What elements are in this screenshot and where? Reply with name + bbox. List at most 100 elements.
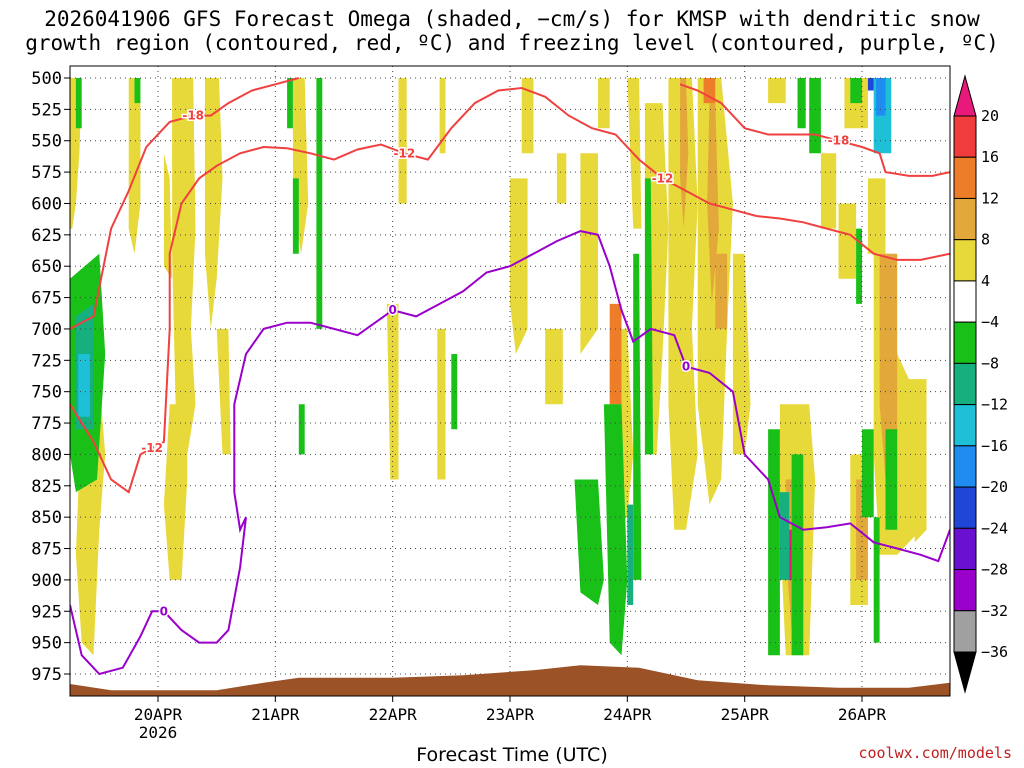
dgz-contour-label: -12 [652,171,674,185]
colorbar-label: 20 [981,107,999,125]
dgz-contours-layer: -18 -12 -12 -12 -18 [70,77,950,494]
omega-patch [873,517,880,643]
omega-patch [703,78,716,104]
omega-patch [627,504,634,605]
colorbar-label: −36 [981,643,1008,661]
x-tick-label: 24APR [603,705,652,724]
colorbar: 20 16 12 8 4 −4 −8 −12 −16 −20 −24 −28 −32 −36 [953,74,1008,694]
omega-patch [172,78,196,455]
x-axis-title: Forecast Time (UTC) [416,744,608,766]
colorbar-bin [953,610,977,653]
omega-patch [879,253,898,480]
omega-patch [732,253,751,455]
omega-patch [556,153,567,204]
dgz-contour-label: -18 [828,134,850,148]
omega-patch [292,178,299,254]
omega-patch [633,253,642,580]
omega-patch [644,178,654,455]
freezing-contour-label: 0 [682,360,690,374]
y-tick-label: 750 [31,383,62,403]
omega-patch [451,354,458,430]
omega-patch [838,203,857,279]
y-tick-label: 925 [31,602,62,622]
omega-patch [867,78,874,91]
colorbar-label: −4 [981,313,999,331]
colorbar-label: 8 [981,231,990,249]
colorbar-top-arrow [953,74,977,117]
omega-patch [850,78,862,104]
colorbar-label: 12 [981,189,999,207]
x-tick-label: 23APR [486,705,535,724]
y-tick-label: 950 [31,634,62,654]
plot-area: -18 -12 -12 -12 -18 0 0 0 [69,65,951,697]
omega-patch [797,78,806,129]
dgz-contour-label: -18 [182,109,204,123]
omega-patch [545,328,563,405]
colorbar-bin [953,197,977,241]
omega-patch [603,404,628,656]
omega-patch [580,153,598,354]
colorbar-label: −24 [981,519,1008,537]
y-tick-label: 575 [31,163,62,183]
y-tick-label: 825 [31,477,62,497]
colorbar-bin [953,321,977,364]
colorbar-label: −32 [981,602,1008,620]
colorbar-bin [953,156,977,199]
colorbar-bin [953,280,977,323]
colorbar-label: −20 [981,478,1008,496]
chart-title-line-2: growth region (contoured, red, ºC) and f… [25,31,999,55]
colorbar-bin [953,239,977,282]
omega-patch [791,454,804,656]
colorbar-label: −16 [981,437,1008,455]
omega-patch [134,78,141,104]
y-tick-label: 700 [31,320,62,340]
omega-patch [128,78,141,254]
colorbar-label: 4 [981,272,990,290]
y-tick-label: 875 [31,540,62,560]
credit-link[interactable]: coolwx.com/models [858,744,1012,762]
y-tick-label: 625 [31,226,62,246]
colorbar-bin [953,527,977,571]
omega-patch [316,78,323,329]
omega-patch [574,479,604,605]
y-tick-label: 900 [31,571,62,591]
omega-patch [75,78,82,129]
y-tick-label: 550 [31,132,62,152]
omega-patch [715,253,728,329]
x-tick-label: 25APR [721,705,770,724]
freezing-contour-line [70,230,950,676]
y-tick-label: 975 [31,665,62,685]
omega-patch [820,153,837,229]
omega-patch [439,78,446,154]
x-tick-sublabel: 2026 [139,723,178,742]
omega-patch [768,429,780,656]
freezing-contour-label: 0 [388,303,396,317]
omega-patch [856,228,862,304]
omega-patch [668,78,698,530]
omega-patch [78,354,90,417]
omega-patch [768,78,786,104]
omega-patch [609,303,622,405]
dgz-contour-line [70,77,300,330]
omega-patch [287,78,293,129]
y-tick-label: 600 [31,194,62,214]
chart-title-line-1: 2026041906 GFS Forecast Omega (shaded, −… [44,7,980,31]
colorbar-bin [953,486,977,529]
omega-patch [437,328,446,480]
dgz-contour-line [70,86,950,494]
colorbar-bin [953,569,977,612]
y-tick-label: 525 [31,100,62,120]
colorbar-bin [953,445,977,488]
y-tick-label: 775 [31,414,62,434]
freezing-contour-label: 0 [160,604,168,618]
colorbar-label: −8 [981,354,999,372]
omega-patch [163,404,188,580]
freezing-level-layer: 0 0 0 [70,230,950,676]
y-axis: 500 525 550 575 600 625 650 675 700 725 750 775 800 8… [31,69,70,685]
y-tick-label: 675 [31,289,62,309]
omega-patch [163,153,173,279]
dgz-contour-label: -12 [141,441,163,455]
x-tick-label: 21APR [251,705,300,724]
